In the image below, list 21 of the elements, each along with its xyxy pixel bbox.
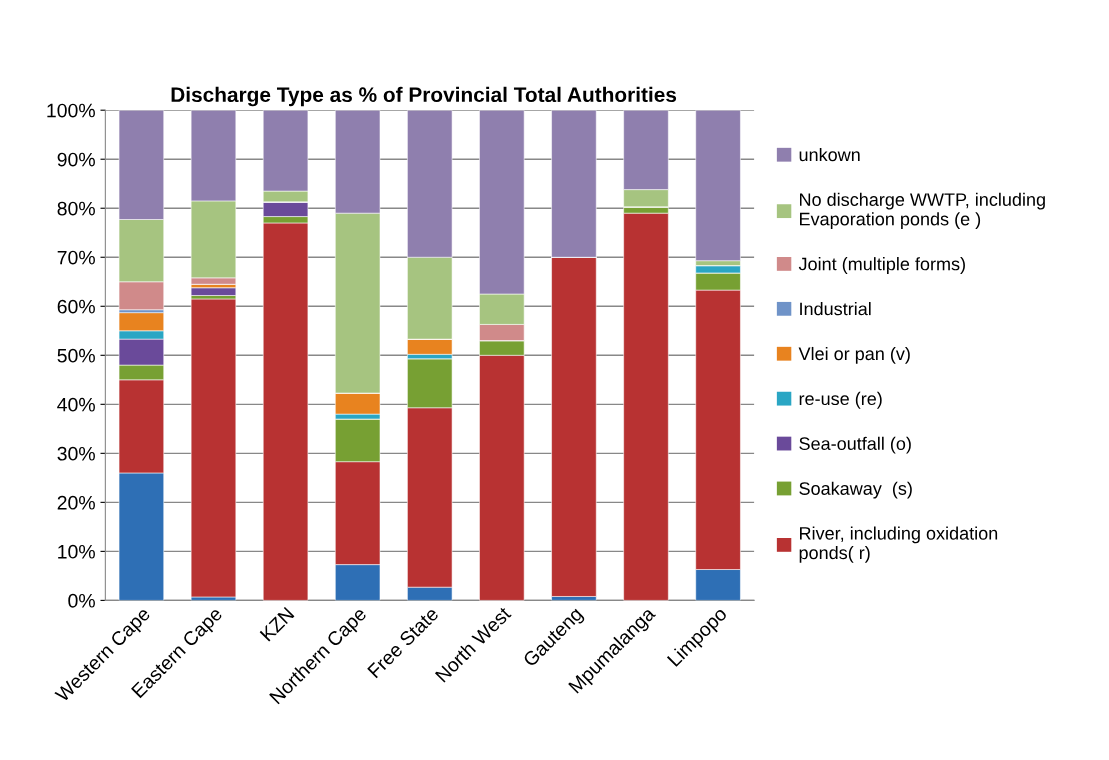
y-tick-label: 90% [57, 152, 95, 167]
y-tick-label: 70% [57, 250, 95, 265]
legend-label: Vlei or pan (v) [798, 346, 910, 364]
y-tick-label: 60% [57, 299, 95, 314]
y-tick-label: 30% [57, 446, 95, 461]
legend-label: No discharge WWTP, including Evaporation ponds (e ) [800, 192, 1045, 230]
y-tick-label: 100% [47, 103, 95, 118]
chart-title: Discharge Type as % of Provincial Total Authorities [171, 86, 677, 107]
y-tick-label: 0% [68, 593, 95, 608]
legend-label: re-use (re) [799, 391, 882, 409]
legend-label: Sea-outfall (o) [799, 436, 911, 454]
y-tick-label: 40% [57, 397, 95, 412]
y-tick-label: 20% [57, 495, 95, 510]
legend-label: Soakaway (s) [799, 481, 912, 499]
legend-label: unkown [799, 147, 860, 162]
y-tick-label: 80% [57, 201, 95, 216]
legend-label: Industrial [800, 302, 871, 316]
legend-label: River, including oxidation ponds( r) [799, 526, 998, 563]
legend-label: Joint (multiple forms) [798, 257, 965, 274]
y-tick-label: 10% [58, 544, 95, 559]
y-tick-label: 50% [57, 348, 95, 363]
